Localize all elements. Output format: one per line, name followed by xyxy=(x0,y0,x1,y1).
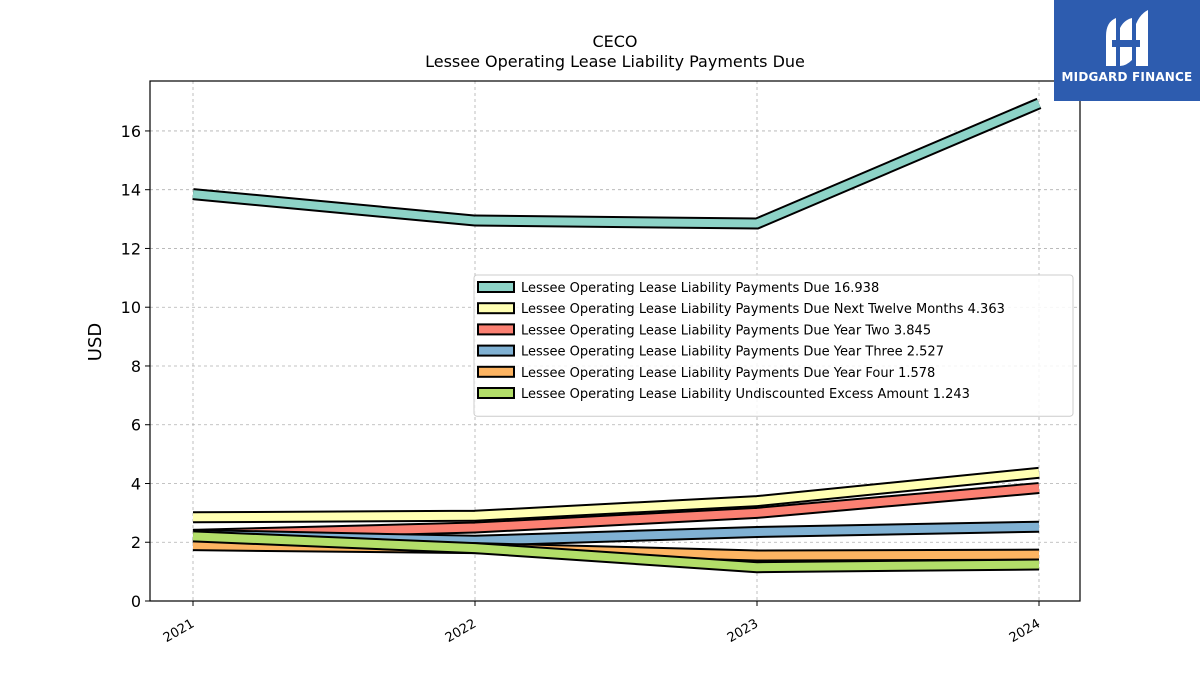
x-tick-label: 2022 xyxy=(443,616,479,646)
y-tick-label: 2 xyxy=(131,533,141,552)
legend-item: Lessee Operating Lease Liability Payment… xyxy=(477,323,931,338)
y-tick-label: 0 xyxy=(131,592,141,611)
legend-swatch xyxy=(477,344,515,357)
y-tick-label: 14 xyxy=(121,181,141,200)
legend-swatch xyxy=(477,302,515,315)
legend-item: Lessee Operating Lease Liability Payment… xyxy=(477,344,944,360)
legend-label: Lessee Operating Lease Liability Payment… xyxy=(521,366,935,381)
legend-label: Lessee Operating Lease Liability Payment… xyxy=(521,345,944,360)
legend-box xyxy=(473,274,1074,417)
brand-name: MIDGARD FINANCE xyxy=(1061,70,1193,84)
y-tick-label: 16 xyxy=(121,122,141,141)
y-tick-label: 12 xyxy=(121,239,141,258)
y-axis: 0 2 4 6 8 10 12 14 16 xyxy=(121,122,150,611)
legend-label: Lessee Operating Lease Liability Payment… xyxy=(521,302,1005,317)
brand-mark-icon xyxy=(1106,10,1148,66)
y-tick-label: 4 xyxy=(131,474,141,493)
brand-logo: MIDGARD FINANCE xyxy=(1054,0,1200,101)
y-tick-label: 6 xyxy=(131,416,141,435)
series-line xyxy=(192,482,1040,541)
legend-label: Lessee Operating Lease Liability Payment… xyxy=(521,281,879,296)
legend-swatch xyxy=(477,281,515,293)
legend-item: Lessee Operating Lease Liability Payment… xyxy=(477,365,935,381)
y-tick-label: 8 xyxy=(131,357,141,376)
x-tick-label: 2023 xyxy=(725,616,761,646)
series-line xyxy=(192,466,1040,524)
x-tick-label: 2021 xyxy=(161,616,197,646)
chart-title: CECO xyxy=(592,32,638,51)
series-line xyxy=(192,530,1040,574)
legend-swatch xyxy=(477,323,515,336)
y-tick-label: 10 xyxy=(121,298,141,317)
plot-frame xyxy=(149,80,1081,602)
legend-label: Lessee Operating Lease Liability Payment… xyxy=(521,323,931,338)
chart-subtitle: Lessee Operating Lease Liability Payment… xyxy=(425,52,805,71)
series-stroke xyxy=(192,99,1041,228)
y-axis-label: USD xyxy=(85,323,106,361)
x-axis: 2021 2022 2023 2024 xyxy=(161,601,1043,646)
series-line xyxy=(192,97,1042,230)
series-stroke xyxy=(192,532,1040,572)
legend-swatch xyxy=(477,387,515,399)
legend-label: Lessee Operating Lease Liability Undisco… xyxy=(521,387,970,402)
series-layer xyxy=(192,97,1042,574)
legend-swatch xyxy=(477,365,515,378)
legend-item: Lessee Operating Lease Liability Payment… xyxy=(477,281,879,296)
series-stroke xyxy=(192,468,1040,522)
x-tick-label: 2024 xyxy=(1007,616,1043,646)
series-stroke xyxy=(192,484,1040,539)
legend: Lessee Operating Lease Liability Payment… xyxy=(473,274,1074,417)
legend-item: Lessee Operating Lease Liability Payment… xyxy=(477,302,1005,317)
legend-item: Lessee Operating Lease Liability Undisco… xyxy=(477,387,970,402)
